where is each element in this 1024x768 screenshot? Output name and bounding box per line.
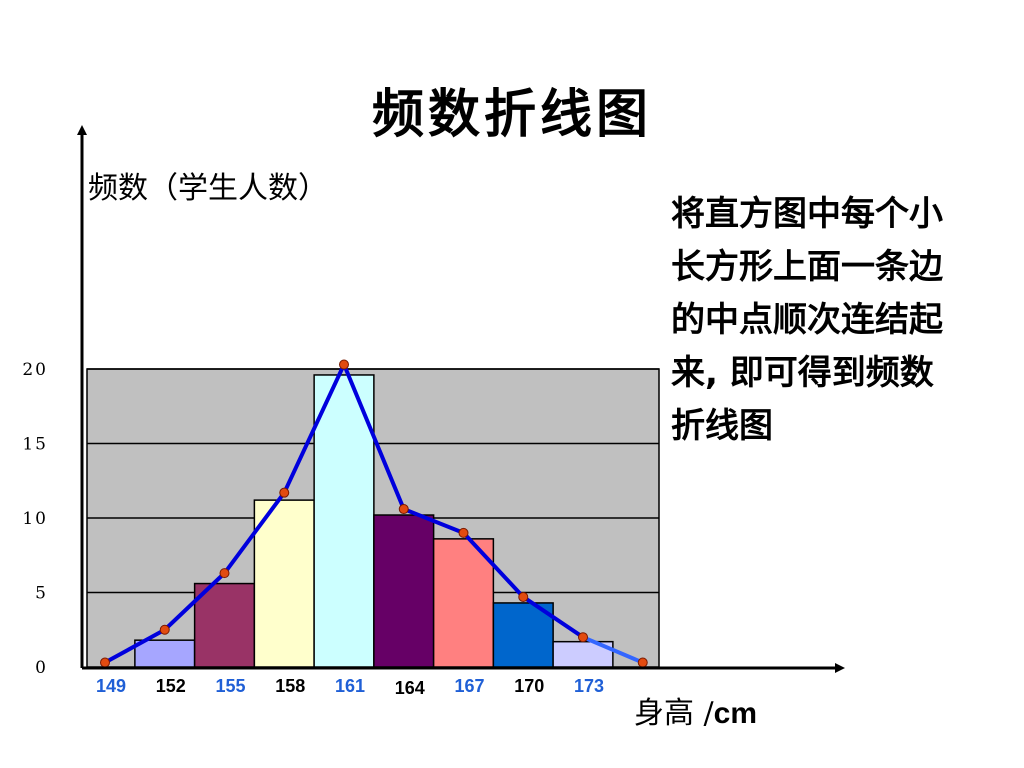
polygon-segment [401, 507, 466, 535]
polygon-point [100, 657, 110, 668]
x-tick-label: 149 [96, 676, 126, 696]
polygon-segment [342, 362, 406, 512]
polygon-segment [521, 594, 585, 640]
histogram-bar [313, 374, 375, 668]
y-tick-label: 20 [22, 360, 48, 380]
polygon-segment [461, 530, 526, 599]
histogram-bar [373, 514, 435, 668]
x-tick-label: 158 [275, 676, 305, 696]
histogram-bar [253, 499, 315, 668]
explanation-text: 将直方图中每个小 长方形上面一条边 的中点顺次连结起 来, 即可得到频数 折线图 [671, 194, 943, 446]
x-tick-label: 161 [335, 676, 365, 696]
histogram-bar [492, 602, 554, 668]
histogram-bars [134, 374, 614, 668]
x-tick-label: 152 [156, 676, 186, 696]
polygon-segment [581, 635, 645, 665]
polygon-point [458, 527, 469, 538]
y-tick-label: 15 [22, 435, 48, 455]
y-tick-label: 10 [22, 509, 48, 529]
polygon-point [159, 624, 170, 635]
polygon-point [219, 568, 230, 579]
polygon-point [518, 591, 529, 602]
y-tick-label: 5 [35, 584, 48, 604]
x-tick-label: 164 [395, 678, 425, 698]
y-tick-label: 0 [35, 658, 48, 678]
x-tick-label: 173 [574, 676, 604, 696]
polygon-point [339, 359, 349, 370]
x-tick-label: 155 [215, 676, 245, 696]
frequency-polygon [100, 359, 648, 668]
axes [77, 125, 845, 673]
polygon-segment [282, 362, 346, 495]
page-title: 频数折线图 [371, 84, 652, 145]
polygon-point [578, 632, 588, 643]
x-axis-label-unit: cm [713, 697, 758, 730]
polygon-segment [222, 490, 287, 576]
x-axis-label-text: 身高 / [634, 696, 714, 731]
x-tick-label: 170 [514, 676, 544, 696]
x-tick-label: 167 [454, 676, 484, 696]
y-tick-labels: 0 5 10 15 20 [22, 360, 48, 678]
polygon-point [398, 504, 409, 515]
polygon-segment [103, 627, 167, 665]
polygon-point [279, 487, 290, 498]
x-tick-labels: 149 152 155 158 161 164 167 170 173 [96, 676, 604, 698]
polygon-point [637, 657, 648, 668]
histogram-bar [134, 639, 196, 668]
histogram-bar [193, 582, 256, 668]
x-axis-label: 身高 /cm [634, 688, 757, 732]
polygon-segment [162, 571, 227, 632]
y-axis-label: 频数（学生人数） [88, 171, 328, 206]
